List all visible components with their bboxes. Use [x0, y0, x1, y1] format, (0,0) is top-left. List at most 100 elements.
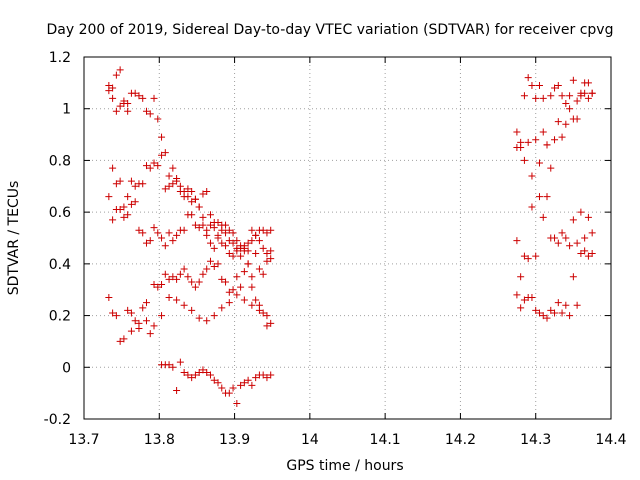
- data-point: [127, 200, 135, 208]
- data-point: [142, 317, 150, 325]
- data-point: [566, 312, 574, 320]
- data-point: [252, 296, 260, 304]
- data-point: [255, 306, 263, 314]
- data-point: [116, 66, 124, 74]
- data-point: [532, 94, 540, 102]
- data-point: [233, 399, 241, 407]
- data-point: [528, 293, 536, 301]
- data-point: [225, 299, 233, 307]
- data-point: [210, 224, 218, 232]
- data-point: [150, 281, 158, 289]
- data-point: [184, 185, 192, 193]
- data-point: [131, 89, 139, 97]
- data-point: [581, 234, 589, 242]
- data-point: [233, 273, 241, 281]
- data-point: [562, 234, 570, 242]
- data-point: [173, 231, 181, 239]
- data-point: [124, 211, 132, 219]
- data-point: [206, 221, 214, 229]
- data-point: [154, 162, 162, 170]
- data-point: [539, 312, 547, 320]
- data-point: [248, 237, 256, 245]
- data-point: [169, 363, 177, 371]
- data-point: [150, 94, 158, 102]
- data-point: [195, 368, 203, 376]
- data-point: [161, 185, 169, 193]
- data-point: [513, 291, 521, 299]
- x-axis-label: GPS time / hours: [286, 458, 403, 474]
- data-point: [267, 371, 275, 379]
- y-axis-label: SDTVAR / TECUs: [6, 181, 22, 296]
- data-point: [248, 226, 256, 234]
- data-point: [142, 107, 150, 115]
- data-point: [554, 239, 562, 247]
- data-point: [539, 213, 547, 221]
- data-point: [116, 337, 124, 345]
- data-point: [524, 138, 532, 146]
- data-point: [112, 71, 120, 79]
- data-point: [237, 381, 245, 389]
- data-point: [229, 286, 237, 294]
- y-tick-label: 1.2: [49, 50, 71, 66]
- data-point: [562, 120, 570, 128]
- data-point: [528, 203, 536, 211]
- plot-frame: [83, 56, 612, 420]
- data-point: [577, 208, 585, 216]
- y-tick-label: -0.2: [44, 412, 71, 428]
- data-point: [105, 193, 113, 201]
- data-point: [180, 265, 188, 273]
- data-point: [551, 309, 559, 317]
- data-point: [195, 314, 203, 322]
- data-point: [146, 237, 154, 245]
- data-point: [532, 136, 540, 144]
- data-point: [165, 275, 173, 283]
- data-point: [180, 193, 188, 201]
- y-tick-label: 0.8: [49, 153, 71, 169]
- data-point: [112, 107, 120, 115]
- data-point: [116, 102, 124, 110]
- x-tick-label: 14.1: [370, 432, 401, 448]
- data-point: [535, 81, 543, 89]
- data-point: [543, 141, 551, 149]
- data-point: [142, 299, 150, 307]
- data-point: [214, 231, 222, 239]
- x-tick-label: 14: [301, 432, 319, 448]
- data-point: [161, 242, 169, 250]
- data-point: [124, 306, 132, 314]
- data-point: [259, 270, 267, 278]
- data-point: [139, 94, 147, 102]
- data-point: [206, 211, 214, 219]
- data-point: [524, 74, 532, 82]
- data-point: [210, 376, 218, 384]
- data-point: [569, 273, 577, 281]
- data-point: [229, 384, 237, 392]
- data-point: [214, 260, 222, 268]
- data-point: [558, 133, 566, 141]
- data-point: [124, 107, 132, 115]
- data-point: [259, 309, 267, 317]
- data-point: [199, 270, 207, 278]
- data-point: [225, 288, 233, 296]
- data-point: [558, 309, 566, 317]
- y-tick-label: 0: [62, 360, 71, 376]
- data-point: [165, 229, 173, 237]
- data-point: [252, 231, 260, 239]
- data-point: [233, 244, 241, 252]
- data-point: [131, 182, 139, 190]
- data-point: [154, 115, 162, 123]
- axis-ticks: 13.7 13.8 13.9 14 14.1 14.2 14.3 14.4 -0.2 0 0.2 0.…: [44, 50, 627, 448]
- data-point: [214, 379, 222, 387]
- data-point: [225, 250, 233, 258]
- data-point: [255, 237, 263, 245]
- data-point: [131, 198, 139, 206]
- data-point: [191, 283, 199, 291]
- data-point: [161, 270, 169, 278]
- data-point: [528, 172, 536, 180]
- data-point: [139, 180, 147, 188]
- data-point: [158, 312, 166, 320]
- data-point: [573, 239, 581, 247]
- data-point: [252, 250, 260, 258]
- x-tick-label: 14.4: [595, 432, 626, 448]
- data-point: [135, 325, 143, 332]
- data-point: [573, 97, 581, 105]
